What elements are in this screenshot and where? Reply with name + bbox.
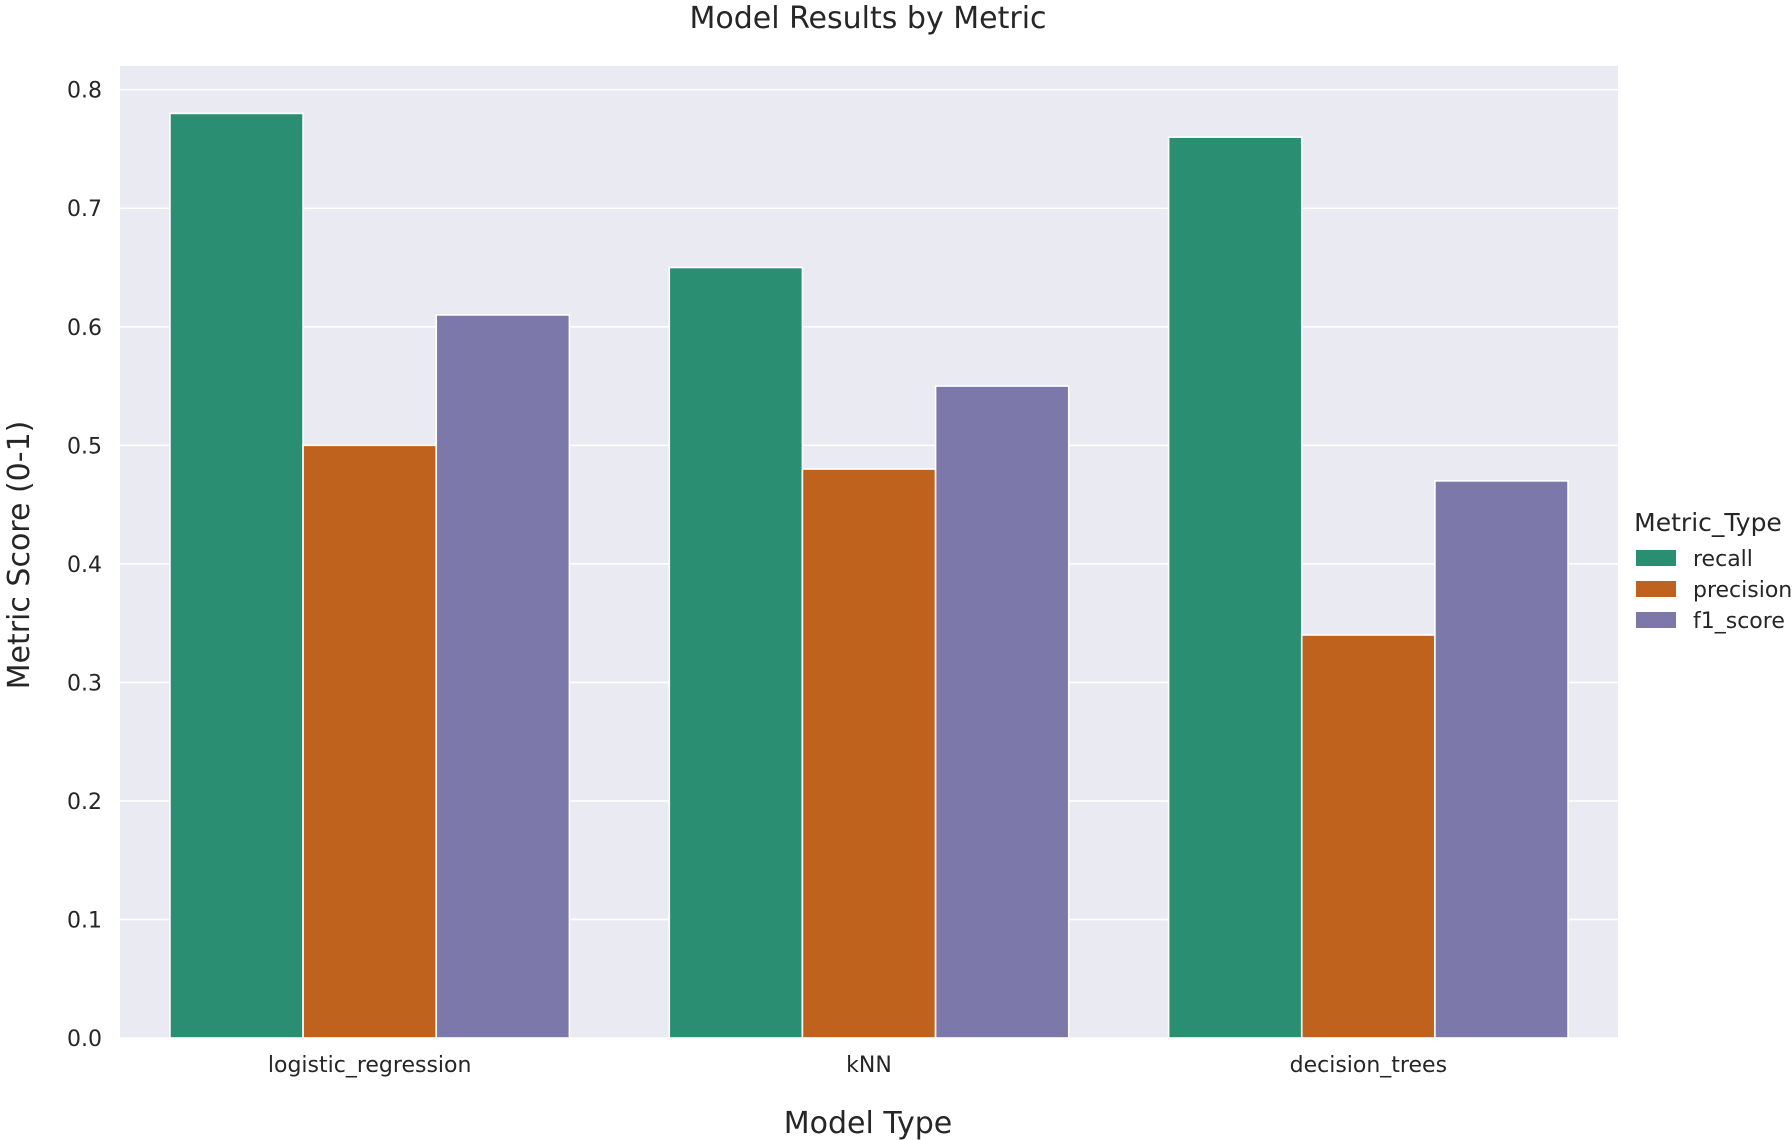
legend-items: recall precision f1_score bbox=[1636, 547, 1792, 634]
legend: Metric_Type recall precision f1_score bbox=[1634, 508, 1792, 634]
x-tick-label: logistic_regression bbox=[268, 1053, 472, 1078]
legend-label: recall bbox=[1693, 547, 1753, 572]
y-tick-label: 0.8 bbox=[67, 79, 102, 104]
x-axis-ticks: logistic_regression kNN decision_trees bbox=[268, 1053, 1447, 1078]
legend-swatch bbox=[1636, 612, 1676, 628]
y-axis-ticks: 0.0 0.1 0.2 0.3 0.4 0.5 0.6 0.7 0.8 bbox=[67, 79, 102, 1052]
bar-recall-decision_trees bbox=[1167, 136, 1303, 1039]
bar-f1_score-decision_trees bbox=[1434, 480, 1569, 1039]
y-tick-label: 0.3 bbox=[67, 671, 102, 696]
y-tick-label: 0.4 bbox=[67, 553, 102, 578]
bar-f1_score-kNN bbox=[934, 385, 1070, 1039]
legend-item-recall: recall bbox=[1636, 547, 1753, 572]
bar-f1_score-logistic_regression bbox=[435, 314, 571, 1039]
y-axis-title: Metric Score (0-1) bbox=[2, 421, 37, 690]
y-tick-label: 0.1 bbox=[67, 908, 102, 933]
legend-title: Metric_Type bbox=[1634, 508, 1782, 537]
x-tick-label: kNN bbox=[846, 1053, 892, 1078]
legend-label: f1_score bbox=[1693, 609, 1785, 634]
legend-item-precision: precision bbox=[1636, 578, 1792, 603]
chart-title: Model Results by Metric bbox=[689, 1, 1046, 36]
legend-swatch bbox=[1636, 581, 1676, 597]
y-tick-label: 0.0 bbox=[67, 1027, 102, 1052]
bar-precision-decision_trees bbox=[1300, 634, 1436, 1039]
bar-precision-kNN bbox=[801, 468, 937, 1039]
y-tick-label: 0.2 bbox=[67, 790, 102, 815]
y-tick-label: 0.5 bbox=[67, 434, 102, 459]
y-tick-label: 0.7 bbox=[67, 197, 102, 222]
bar-precision-logistic_regression bbox=[302, 444, 438, 1039]
legend-swatch bbox=[1636, 550, 1676, 566]
legend-item-f1_score: f1_score bbox=[1636, 609, 1785, 634]
legend-label: precision bbox=[1693, 578, 1792, 603]
x-axis-title: Model Type bbox=[784, 1106, 953, 1140]
bar-recall-kNN bbox=[668, 266, 804, 1039]
bar-recall-logistic_regression bbox=[169, 112, 304, 1039]
y-tick-label: 0.6 bbox=[67, 316, 102, 341]
bars bbox=[169, 112, 1569, 1039]
x-tick-label: decision_trees bbox=[1290, 1053, 1447, 1078]
